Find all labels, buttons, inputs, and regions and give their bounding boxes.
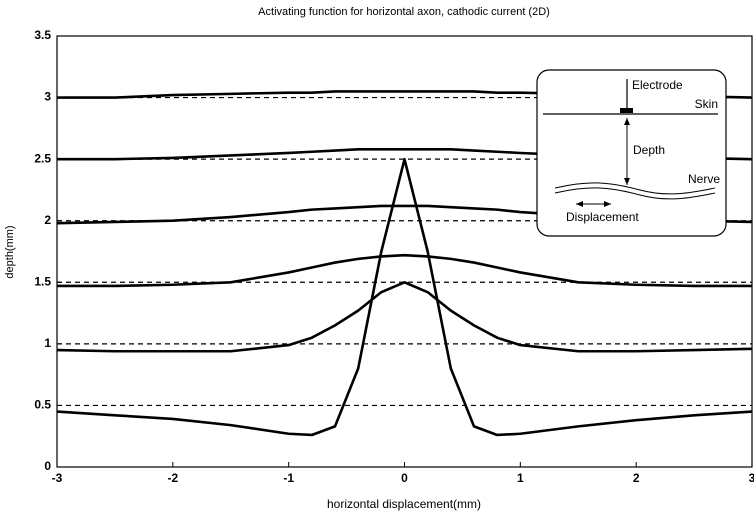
y-tick-label: 1: [44, 336, 51, 350]
data-line: [56, 280, 753, 353]
y-tick-label: 0: [44, 459, 51, 473]
x-tick-label: -1: [283, 471, 294, 485]
y-tick-label: 2: [44, 213, 51, 227]
x-tick-label: 0: [401, 471, 408, 485]
inset-label: Depth: [633, 143, 665, 157]
x-tick-label: 3: [749, 471, 754, 485]
data-line: [57, 253, 752, 288]
x-tick-label: -3: [52, 471, 63, 485]
electrode: [620, 108, 633, 113]
y-axis-label: depth(mm): [4, 225, 16, 278]
nerve-upper: [554, 182, 716, 195]
y-tick-label: 0.5: [34, 398, 51, 412]
inset-label: Nerve: [688, 172, 720, 186]
inset-diagram: Electrode Skin Depth Nerve Displacement: [536, 69, 727, 237]
y-tick-label: 2.5: [34, 151, 51, 165]
chart-title: Activating function for horizontal axon,…: [258, 6, 550, 18]
inset-box: [536, 69, 727, 237]
x-tick-label: -2: [167, 471, 178, 485]
x-axis-label: horizontal displacement(mm): [327, 497, 481, 511]
data-line: [56, 157, 753, 437]
y-tick-label: 3: [44, 90, 51, 104]
x-tick-label: 2: [633, 471, 640, 485]
inset-label: Electrode: [632, 78, 683, 92]
inset-label: Displacement: [566, 210, 639, 224]
y-tick-label: 3.5: [34, 28, 51, 42]
x-tick-label: 1: [517, 471, 524, 485]
nerve-lower: [554, 187, 716, 200]
inset-label: Skin: [695, 97, 718, 111]
y-tick-label: 1.5: [34, 274, 51, 288]
